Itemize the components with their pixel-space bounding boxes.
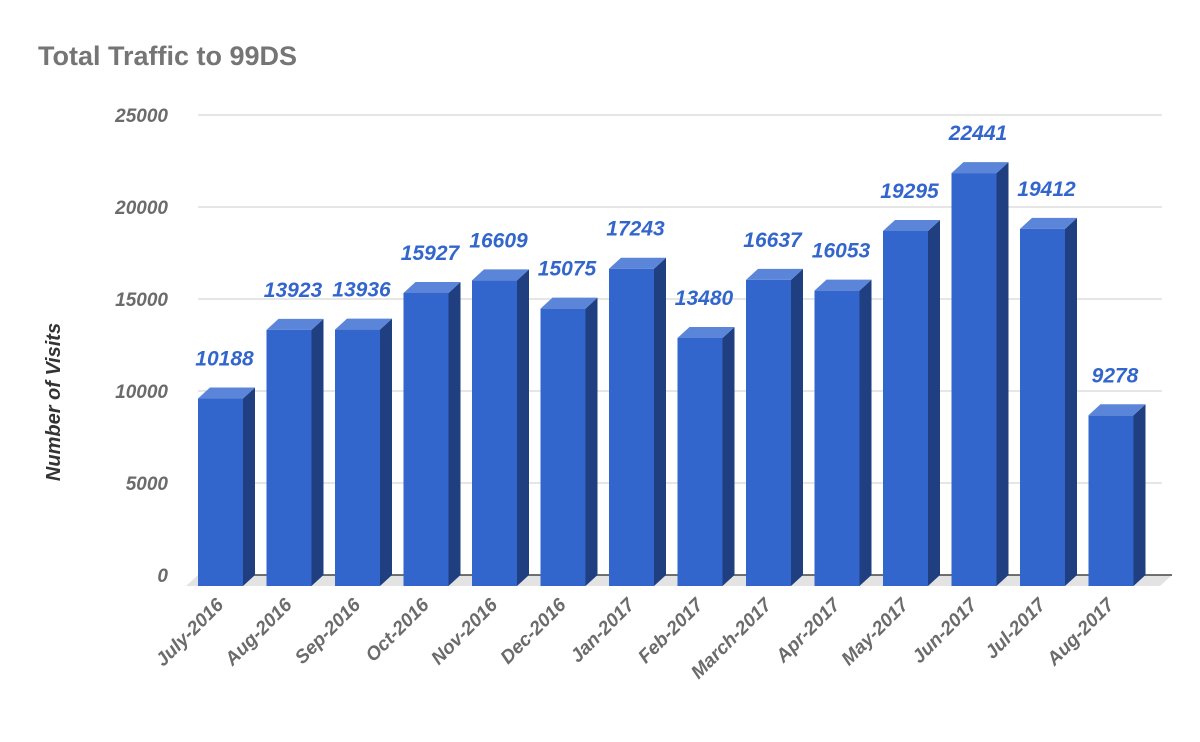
data-label: 15075 — [538, 258, 597, 281]
bar-front-face — [1020, 228, 1065, 586]
x-tick-label: Dec-2016 — [497, 594, 571, 668]
data-label: 13936 — [332, 279, 391, 302]
y-tick-label: 20000 — [114, 198, 168, 219]
bar-side-face — [585, 297, 598, 586]
y-tick-label: 0 — [157, 566, 168, 587]
y-axis-ticks: 0 5000 10000 15000 20000 25000 — [114, 106, 168, 587]
chart-title: Total Traffic to 99DS — [38, 41, 297, 71]
data-label: 15927 — [401, 242, 461, 265]
x-tick-label: Jul-2017 — [981, 594, 1051, 664]
bar-top-face — [266, 318, 324, 330]
x-tick-label: Apr-2017 — [771, 594, 845, 668]
bar-front-face — [951, 173, 997, 586]
x-tick-label: July-2016 — [152, 594, 228, 670]
y-axis-label: Number of Visits — [43, 323, 65, 481]
bar-side-face — [517, 269, 529, 586]
bar-front-face — [814, 290, 860, 586]
bar-side-face — [448, 281, 461, 586]
bar — [814, 279, 872, 586]
bar-front-face — [1088, 415, 1134, 586]
bar — [472, 269, 529, 586]
bar-top-face — [472, 269, 529, 281]
bar — [540, 297, 598, 586]
x-tick-label: Nov-2016 — [427, 594, 502, 669]
bar — [677, 326, 735, 586]
bar — [198, 387, 255, 586]
bar-side-face — [1065, 217, 1077, 586]
bar-front-face — [609, 268, 654, 586]
bar-front-face — [198, 398, 243, 586]
bar — [1088, 404, 1146, 586]
y-tick-label: 15000 — [115, 290, 168, 311]
data-label: 13480 — [675, 287, 734, 310]
bar-front-face — [746, 279, 791, 586]
bar-top-face — [540, 297, 598, 309]
bar-side-face — [654, 257, 666, 586]
data-label: 16609 — [469, 229, 528, 252]
data-label: 13923 — [264, 279, 323, 302]
bar-top-face — [746, 268, 803, 280]
x-tick-label: Jun-2017 — [908, 594, 982, 668]
bar-top-face — [814, 279, 872, 291]
x-tick-label: May-2017 — [838, 594, 914, 670]
data-label: 17243 — [606, 218, 665, 241]
bar — [335, 318, 392, 586]
bar-side-face — [859, 279, 872, 586]
x-tick-label: Sep-2016 — [291, 594, 365, 668]
bar — [951, 162, 1009, 586]
bar — [609, 257, 666, 586]
bar — [403, 281, 461, 586]
bar-top-face — [1020, 217, 1077, 229]
bar-front-face — [472, 280, 517, 586]
bar-side-face — [380, 318, 392, 586]
data-label: 16637 — [743, 229, 803, 252]
bar-top-face — [403, 281, 461, 293]
x-axis-ticks: July-2016Aug-2016Sep-2016Oct-2016Nov-201… — [152, 594, 1120, 684]
bar — [1020, 217, 1077, 586]
data-label: 16053 — [812, 240, 871, 263]
bar-side-face — [311, 318, 324, 586]
y-tick-label: 25000 — [114, 106, 168, 127]
x-tick-label: Aug-2016 — [220, 594, 296, 670]
bar-top-face — [951, 162, 1009, 174]
x-tick-label: Jan-2017 — [567, 594, 640, 667]
data-label: 9278 — [1092, 364, 1139, 387]
bar-front-face — [677, 337, 723, 586]
data-label: 10188 — [195, 348, 254, 371]
data-label: 19295 — [880, 180, 939, 203]
bars — [198, 162, 1146, 587]
bar-top-face — [609, 257, 666, 269]
bar-top-face — [1088, 404, 1146, 416]
bar-side-face — [928, 219, 940, 587]
bar-front-face — [266, 329, 312, 586]
bar-front-face — [540, 308, 586, 586]
y-tick-label: 10000 — [115, 382, 168, 403]
bar-front-face — [403, 292, 449, 586]
bar-side-face — [243, 387, 255, 586]
data-labels: 10188 13923 13936 15927 16609 15075 17243 13480… — [195, 122, 1138, 387]
bar-side-face — [722, 326, 735, 586]
bar-top-face — [198, 387, 255, 399]
bar-front-face — [335, 329, 380, 586]
bar — [883, 219, 940, 587]
bar-side-face — [791, 268, 803, 586]
data-label: 19412 — [1017, 178, 1076, 201]
bar-side-face — [1133, 404, 1146, 586]
bar-top-face — [883, 219, 940, 231]
data-label: 22441 — [948, 122, 1007, 145]
bar-top-face — [335, 318, 392, 330]
x-tick-label: Aug-2017 — [1042, 594, 1119, 671]
x-tick-label: Oct-2016 — [362, 594, 434, 666]
bar-side-face — [996, 162, 1009, 586]
bar-front-face — [883, 230, 928, 587]
bar-top-face — [677, 326, 735, 338]
y-tick-label: 5000 — [126, 474, 169, 495]
bar — [266, 318, 324, 586]
x-tick-label: Feb-2017 — [634, 594, 708, 668]
bar — [746, 268, 803, 586]
